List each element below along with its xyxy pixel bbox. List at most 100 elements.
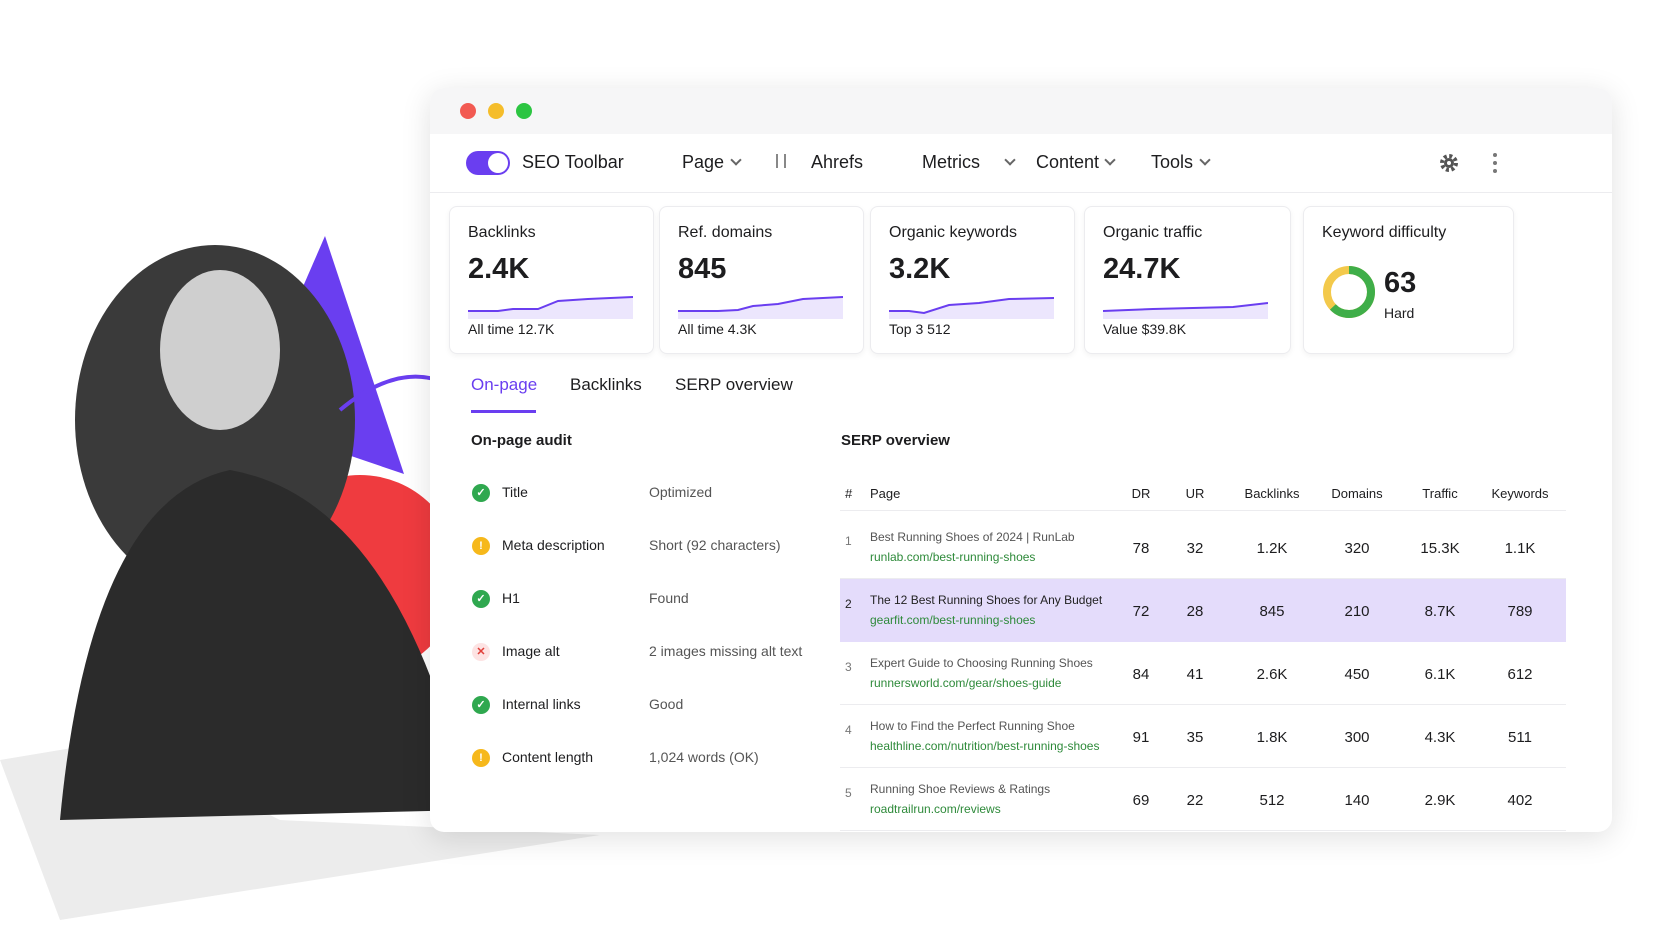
sparkline [678, 296, 843, 319]
serp-cell: Traffic [1422, 486, 1458, 501]
menu-item[interactable]: Tools [1151, 152, 1194, 172]
row-title[interactable]: Running Shoe Reviews & Ratings [870, 782, 1051, 796]
serp-cell: 2.6K [1256, 666, 1288, 683]
chevron [1104, 154, 1116, 166]
metric-card: Organic traffic 24.7K Value $39.8K [1084, 206, 1291, 354]
settings-icon[interactable] [1438, 152, 1460, 174]
person-body [60, 470, 470, 820]
serp-cell: 2.9K [1424, 792, 1456, 809]
metric-value: 2.4K [468, 253, 530, 285]
sparkline-area [468, 297, 633, 319]
serp-cell: 69 [1132, 792, 1150, 809]
audit-label: Internal links [502, 696, 581, 712]
metric-card: Keyword difficulty 63 Hard [1303, 206, 1514, 354]
menu-item[interactable]: Metrics [922, 152, 980, 172]
row-title[interactable]: Expert Guide to Choosing Running Shoes [870, 656, 1093, 670]
audit-title: On-page audit [471, 432, 572, 449]
sparkline-line [468, 296, 633, 312]
row-rank: 5 [845, 786, 852, 800]
row-url[interactable]: runnersworld.com/gear/shoes-guide [870, 676, 1062, 690]
serp-cell: 845 [1259, 603, 1285, 620]
menu-item[interactable]: Page [682, 152, 725, 172]
gear-hole [1447, 161, 1451, 165]
sparkline-line [678, 296, 843, 312]
close-button[interactable] [460, 103, 476, 119]
sparkline-area [1103, 303, 1268, 319]
audit-value: Good [649, 696, 684, 712]
tab[interactable]: Backlinks [570, 375, 642, 394]
titlebar [430, 88, 1612, 134]
metric-value: 3.2K [889, 253, 951, 285]
serp-cell: 91 [1132, 729, 1150, 746]
row-url[interactable]: gearfit.com/best-running-shoes [870, 613, 1036, 627]
status-icon: ✓ [472, 590, 490, 608]
more-icon[interactable] [1490, 152, 1500, 174]
serp-cell: # [845, 486, 853, 501]
dot [1493, 169, 1497, 173]
row-rule [840, 830, 1566, 831]
serp-cell: 1.2K [1256, 540, 1288, 557]
serp-cell: UR [1185, 486, 1205, 501]
menu-item[interactable]: Ahrefs [811, 152, 864, 172]
metric-value: 63 [1384, 267, 1417, 299]
toggle-knob [488, 153, 508, 173]
row-rank: 3 [845, 660, 852, 674]
serp-table: # Page DR UR Backlinks Domains Traffic Keywords… [840, 480, 1566, 831]
row-title[interactable]: How to Find the Perfect Running Shoe [870, 719, 1075, 733]
serp-cell: DR [1131, 486, 1151, 501]
metric-label: Organic keywords [889, 224, 1018, 241]
audit-label: Content length [502, 749, 594, 765]
serp-cell: 789 [1507, 603, 1533, 620]
row-title[interactable]: The 12 Best Running Shoes for Any Budget [870, 593, 1103, 607]
browser-window: SEO Toolbar Page Ahrefs Metrics Content Tool… [430, 88, 1612, 832]
serp-cell: 210 [1344, 603, 1370, 620]
serp-cell: 22 [1186, 792, 1204, 809]
toggle[interactable] [466, 151, 510, 175]
metric-card: Ref. domains 845 All time 4.3K [659, 206, 864, 354]
metric-value: 24.7K [1103, 253, 1181, 285]
menu-item[interactable]: Content [1036, 152, 1100, 172]
chevron [730, 154, 742, 166]
metric-label: Keyword difficulty [1322, 224, 1447, 241]
minimize-button[interactable] [488, 103, 504, 119]
metric-value: 845 [678, 253, 727, 285]
metric-note: Top 3 512 [889, 321, 951, 337]
row-url[interactable]: roadtrailrun.com/reviews [870, 802, 1001, 816]
serp-cell: 32 [1186, 540, 1204, 557]
serp-cell: 612 [1507, 666, 1533, 683]
row-rule [840, 578, 1566, 579]
audit-label: Image alt [502, 643, 560, 659]
status-icon: ✓ [472, 484, 490, 502]
tab[interactable]: SERP overview [675, 375, 793, 394]
serp-cell: 300 [1344, 729, 1370, 746]
sparkline [889, 297, 1054, 319]
serp-cell: 78 [1132, 540, 1150, 557]
audit-label: Meta description [502, 537, 605, 553]
row-title[interactable]: Best Running Shoes of 2024 | RunLab [870, 530, 1075, 544]
audit-value: Short (92 characters) [649, 537, 781, 553]
row-highlight [840, 579, 1566, 642]
maximize-button[interactable] [516, 103, 532, 119]
toolbar-name: SEO Toolbar [522, 152, 624, 172]
chevron [1199, 154, 1211, 166]
person-face [160, 270, 280, 430]
audit-label: Title [502, 484, 528, 500]
row-url[interactable]: healthline.com/nutrition/best-running-sh… [870, 739, 1100, 753]
audit-value: Found [649, 590, 689, 606]
metric-label: Backlinks [468, 224, 536, 241]
serp-cell: 6.1K [1424, 666, 1456, 683]
serp-cell: 41 [1186, 666, 1204, 683]
metric-label: Ref. domains [678, 224, 773, 241]
serp-cell: 1.1K [1504, 540, 1536, 557]
audit-value: 2 images missing alt text [649, 643, 803, 659]
tab-underline [471, 410, 536, 413]
serp-cell: 450 [1344, 666, 1370, 683]
sparkline [1103, 302, 1268, 319]
row-rank: 2 [845, 597, 852, 611]
serp-cell: 8.7K [1424, 603, 1456, 620]
serp-cell: Backlinks [1244, 486, 1300, 501]
row-url[interactable]: runlab.com/best-running-shoes [870, 550, 1036, 564]
serp-cell: Page [870, 486, 901, 501]
tab[interactable]: On-page [471, 375, 538, 394]
